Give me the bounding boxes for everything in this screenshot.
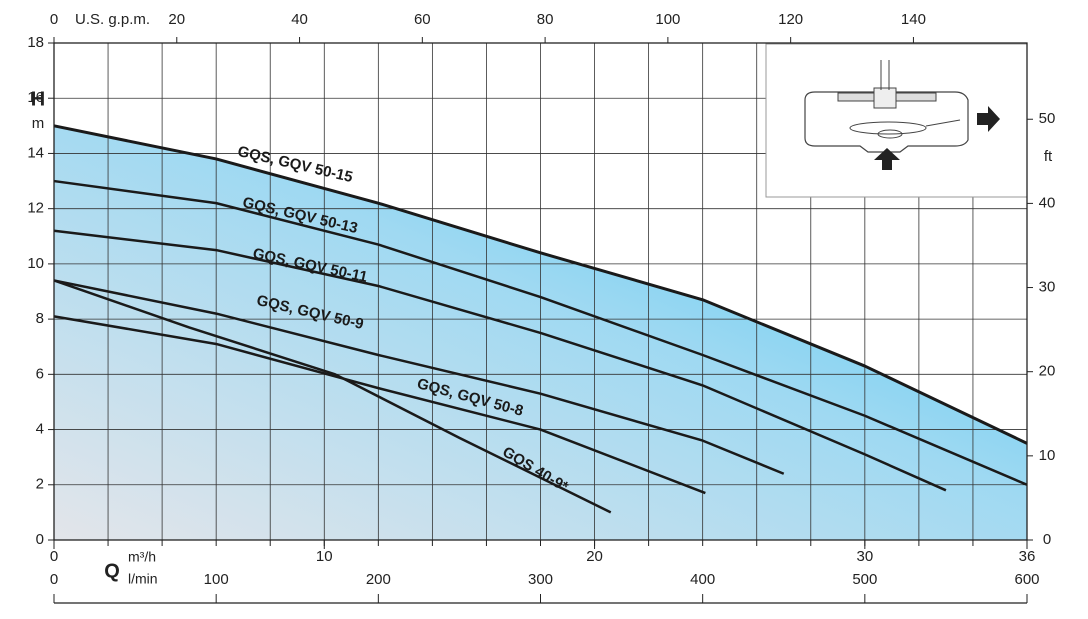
- curve: [53, 124, 1028, 445]
- y-tick-label: 12: [27, 200, 44, 217]
- x3-tick-label: 0: [50, 571, 58, 588]
- x-unit: m³/h: [128, 549, 156, 565]
- y-label: H: [31, 88, 45, 110]
- y-unit: m: [32, 115, 45, 132]
- inset-diagram: [765, 43, 1028, 198]
- y2-tick-label: 20: [1039, 363, 1056, 380]
- y2-tick-label: 50: [1039, 110, 1056, 127]
- x2-tick-label: 0: [50, 11, 58, 28]
- y2-tick-label: 0: [1043, 531, 1051, 548]
- curve: [53, 179, 1028, 486]
- x2-tick-label: 80: [537, 11, 554, 28]
- curve: [53, 315, 706, 495]
- x-tick-label: 0: [50, 548, 58, 565]
- plot-frame: [53, 42, 1028, 541]
- y-tick-label: 2: [36, 476, 44, 493]
- y-tick-label: 18: [27, 34, 44, 51]
- x3-tick-label: 300: [528, 571, 553, 588]
- x-tick-label: 10: [316, 548, 333, 565]
- x3-tick-label: 100: [204, 571, 229, 588]
- x2-tick-label: 140: [901, 11, 926, 28]
- y-tick-label: 4: [36, 421, 44, 438]
- curve: [53, 279, 612, 514]
- y2-unit: ft: [1044, 148, 1053, 165]
- x3-unit: l/min: [128, 571, 158, 587]
- x3-tick-label: 200: [366, 571, 391, 588]
- y-tick-label: 14: [27, 144, 44, 161]
- x-label: Q: [104, 560, 120, 582]
- y-tick-label: 10: [27, 255, 44, 272]
- x2-tick-label: 60: [414, 11, 431, 28]
- y2-tick-label: 10: [1039, 447, 1056, 464]
- x2-tick-label: 20: [168, 11, 185, 28]
- y-tick-label: 8: [36, 310, 44, 327]
- y-tick-label: 0: [36, 531, 44, 548]
- x2-tick-label: 40: [291, 11, 308, 28]
- x3-tick-label: 500: [852, 571, 877, 588]
- x3-tick-label: 600: [1014, 571, 1039, 588]
- x-tick-label: 30: [856, 548, 873, 565]
- x2-unit: U.S. g.p.m.: [75, 11, 150, 28]
- y2-tick-label: 30: [1039, 279, 1056, 296]
- curve: [53, 229, 947, 492]
- x-tick-label: 36: [1019, 548, 1036, 565]
- x3-tick-label: 400: [690, 571, 715, 588]
- x2-tick-label: 100: [655, 11, 680, 28]
- x2-tick-label: 120: [778, 11, 803, 28]
- y2-tick-label: 40: [1039, 194, 1056, 211]
- x-tick-label: 20: [586, 548, 603, 565]
- curve: [53, 279, 785, 475]
- y-tick-label: 6: [36, 365, 44, 382]
- y-tick-label: 16: [27, 89, 44, 106]
